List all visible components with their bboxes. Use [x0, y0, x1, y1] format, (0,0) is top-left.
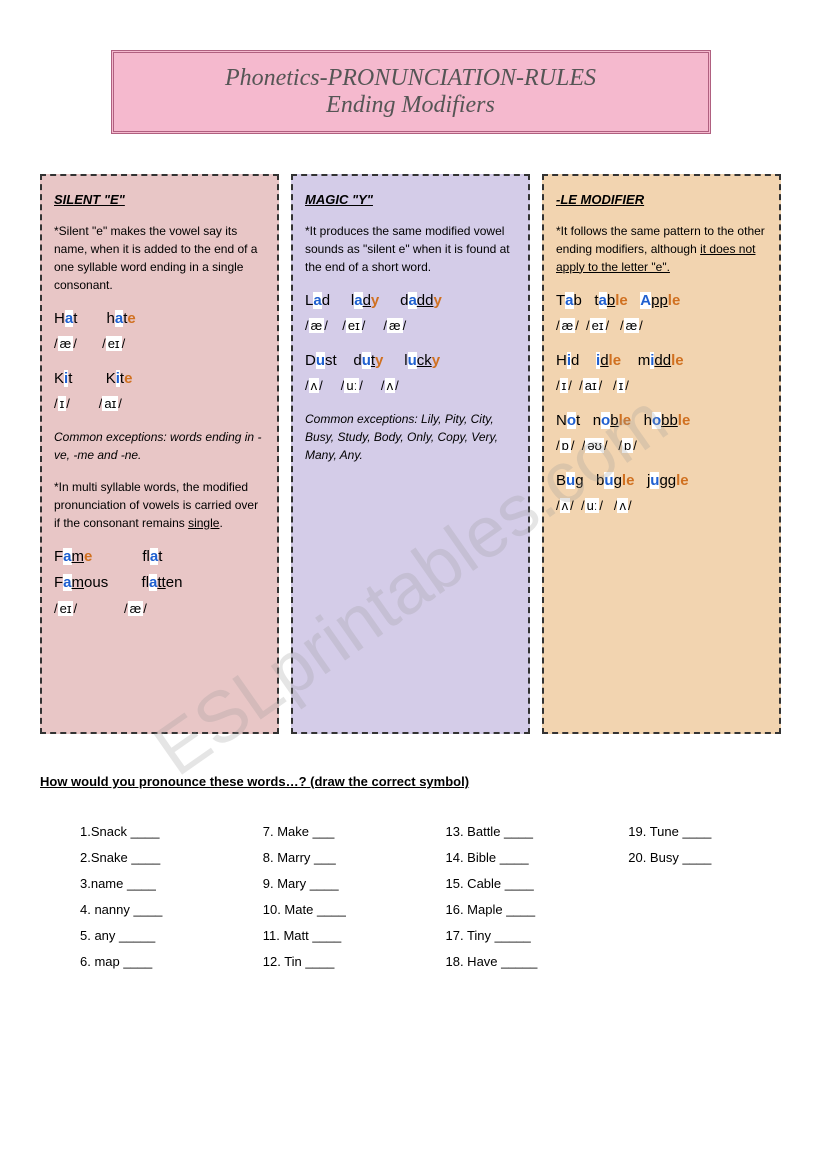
ex-item: 11. Matt ____	[263, 923, 416, 949]
col2-para1: *It produces the same modified vowel sou…	[305, 222, 516, 276]
col1-ipa2: /ɪ/ /aɪ/	[54, 394, 265, 414]
ex-item: 3.name ____	[80, 871, 233, 897]
ex-item: 10. Mate ____	[263, 897, 416, 923]
ex-item: 7. Make ___	[263, 819, 416, 845]
columns-container: SILENT "E" *Silent "e" makes the vowel s…	[40, 174, 781, 734]
ex-item: 17. Tiny _____	[446, 923, 599, 949]
title-line2: Ending Modifiers	[144, 92, 678, 119]
ex-item: 20. Busy ____	[628, 845, 781, 871]
col3-r2: Hid idle middle	[556, 350, 767, 373]
col2-ex1: Lad lady daddy	[305, 290, 516, 313]
exercise-col2: 7. Make ___ 8. Marry ___ 9. Mary ____ 10…	[263, 819, 416, 975]
ex-item: 2.Snake ____	[80, 845, 233, 871]
col3-i2: /ɪ/ /aɪ/ /ɪ/	[556, 376, 767, 396]
ex-item: 18. Have _____	[446, 949, 599, 975]
ex-item: 13. Battle ____	[446, 819, 599, 845]
col3-i4: /ʌ/ /uː/ /ʌ/	[556, 496, 767, 516]
ex-item: 19. Tune ____	[628, 819, 781, 845]
ex-item: 6. map ____	[80, 949, 233, 975]
col3-para1: *It follows the same pattern to the othe…	[556, 222, 767, 276]
ex-item: 9. Mary ____	[263, 871, 416, 897]
exercise-grid: 1.Snack ____ 2.Snake ____ 3.name ____ 4.…	[40, 819, 781, 975]
col1-ipa3: /eɪ/ /æ/	[54, 599, 265, 619]
col2-exceptions: Common exceptions: Lily, Pity, City, Bus…	[305, 410, 516, 464]
col2-ipa2: /ʌ/ /uː/ /ʌ/	[305, 376, 516, 396]
col3-i3: /ɒ/ /əʊ/ /ɒ/	[556, 436, 767, 456]
col1-heading: SILENT "E"	[54, 190, 265, 210]
exercise-col4: 19. Tune ____ 20. Busy ____	[628, 819, 781, 975]
ex-item: 4. nanny ____	[80, 897, 233, 923]
col2-ex2: Dust duty lucky	[305, 350, 516, 373]
col2-ipa1: /æ/ /eɪ/ /æ/	[305, 316, 516, 336]
column-magic-y: MAGIC "Y" *It produces the same modified…	[291, 174, 530, 734]
col3-r1: Tab table Apple	[556, 290, 767, 313]
ex-item: 16. Maple ____	[446, 897, 599, 923]
ex-item: 15. Cable ____	[446, 871, 599, 897]
column-le-modifier: -LE MODIFIER *It follows the same patter…	[542, 174, 781, 734]
exercise-question: How would you pronounce these words…? (d…	[40, 774, 781, 789]
ex-item: 14. Bible ____	[446, 845, 599, 871]
col1-exceptions: Common exceptions: words ending in -ve, …	[54, 428, 265, 464]
col1-ex1: Hat hate	[54, 308, 265, 331]
col2-heading: MAGIC "Y"	[305, 190, 516, 210]
col3-heading: -LE MODIFIER	[556, 190, 767, 210]
column-silent-e: SILENT "E" *Silent "e" makes the vowel s…	[40, 174, 279, 734]
col3-r3: Not noble hobble	[556, 410, 767, 433]
ex-item: 1.Snack ____	[80, 819, 233, 845]
exercise-col1: 1.Snack ____ 2.Snake ____ 3.name ____ 4.…	[80, 819, 233, 975]
ex-item: 12. Tin ____	[263, 949, 416, 975]
col1-ipa1: /æ/ /eɪ/	[54, 334, 265, 354]
ex-item: 5. any _____	[80, 923, 233, 949]
ex-item: 8. Marry ___	[263, 845, 416, 871]
exercise-col3: 13. Battle ____ 14. Bible ____ 15. Cable…	[446, 819, 599, 975]
col1-para1: *Silent "e" makes the vowel say its name…	[54, 222, 265, 294]
col3-i1: /æ/ /eɪ/ /æ/	[556, 316, 767, 336]
col1-ex2: Kit Kite	[54, 368, 265, 391]
title-line1: Phonetics-PRONUNCIATION-RULES	[144, 65, 678, 92]
col1-ex3: Fame flat	[54, 546, 265, 569]
col1-para2: *In multi syllable words, the modified p…	[54, 478, 265, 532]
col1-ex4: Famous flatten	[54, 572, 265, 595]
title-box: Phonetics-PRONUNCIATION-RULES Ending Mod…	[111, 50, 711, 134]
col3-r4: Bug bugle juggle	[556, 470, 767, 493]
